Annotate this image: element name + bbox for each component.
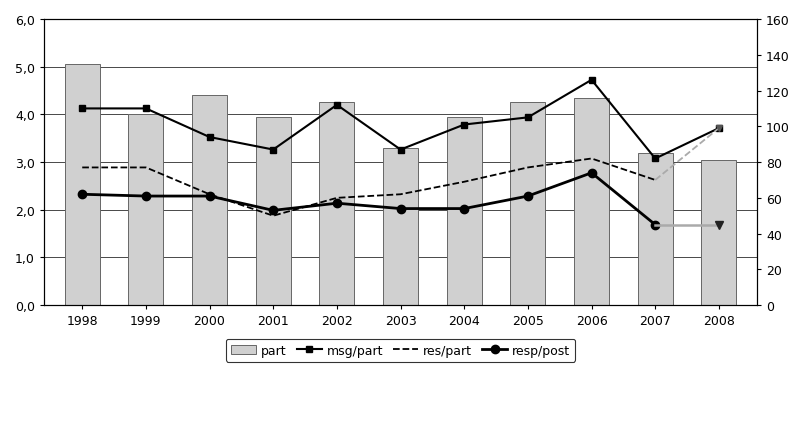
- Line: resp/post: resp/post: [78, 169, 659, 229]
- resp/post: [332, 201, 342, 206]
- Line: res/part: res/part: [82, 159, 655, 216]
- resp/post: [523, 194, 533, 199]
- res/part: [204, 192, 214, 197]
- msg/part: [523, 116, 533, 121]
- Bar: [447, 117, 481, 305]
- res/part: [650, 178, 660, 183]
- res/part: [141, 166, 151, 171]
- Bar: [192, 96, 227, 305]
- Bar: [320, 103, 354, 305]
- msg/part: [396, 147, 406, 153]
- resp/post: [77, 192, 87, 197]
- res/part: [587, 157, 597, 162]
- resp/post: [141, 194, 151, 199]
- Bar: [383, 148, 418, 305]
- resp/post: [460, 206, 469, 212]
- msg/part: [268, 147, 278, 153]
- Line: msg/part: msg/part: [79, 77, 722, 163]
- Bar: [638, 153, 673, 305]
- resp/post: [587, 171, 597, 176]
- res/part: [523, 166, 533, 171]
- msg/part: [650, 157, 660, 162]
- Bar: [128, 115, 163, 305]
- msg/part: [204, 135, 214, 140]
- res/part: [332, 196, 342, 201]
- resp/post: [268, 208, 278, 213]
- Bar: [574, 98, 609, 305]
- msg/part: [714, 126, 724, 132]
- msg/part: [332, 103, 342, 108]
- res/part: [396, 192, 406, 197]
- msg/part: [587, 78, 597, 83]
- msg/part: [460, 123, 469, 128]
- res/part: [268, 214, 278, 219]
- res/part: [460, 180, 469, 185]
- resp/post: [650, 223, 660, 228]
- msg/part: [77, 107, 87, 112]
- Bar: [256, 117, 291, 305]
- res/part: [77, 166, 87, 171]
- Legend: part, msg/part, res/part, resp/post: part, msg/part, res/part, resp/post: [226, 339, 576, 362]
- msg/part: [141, 107, 151, 112]
- Bar: [510, 103, 546, 305]
- resp/post: [396, 206, 406, 212]
- Bar: [64, 65, 100, 305]
- Bar: [701, 160, 737, 305]
- resp/post: [204, 194, 214, 199]
